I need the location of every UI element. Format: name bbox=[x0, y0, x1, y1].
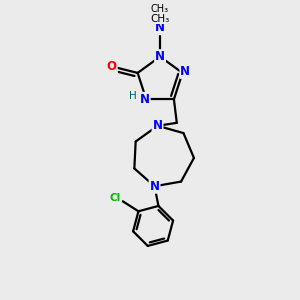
Text: N: N bbox=[180, 65, 190, 78]
Text: O: O bbox=[107, 60, 117, 73]
Text: N: N bbox=[152, 119, 163, 132]
Text: CH₃: CH₃ bbox=[151, 4, 169, 14]
Text: H: H bbox=[128, 91, 136, 101]
Text: CH₃: CH₃ bbox=[150, 14, 170, 24]
Text: N: N bbox=[155, 21, 165, 34]
Text: N: N bbox=[140, 93, 150, 106]
Text: N: N bbox=[149, 180, 160, 193]
Text: Cl: Cl bbox=[110, 194, 121, 203]
Text: N: N bbox=[155, 50, 165, 63]
